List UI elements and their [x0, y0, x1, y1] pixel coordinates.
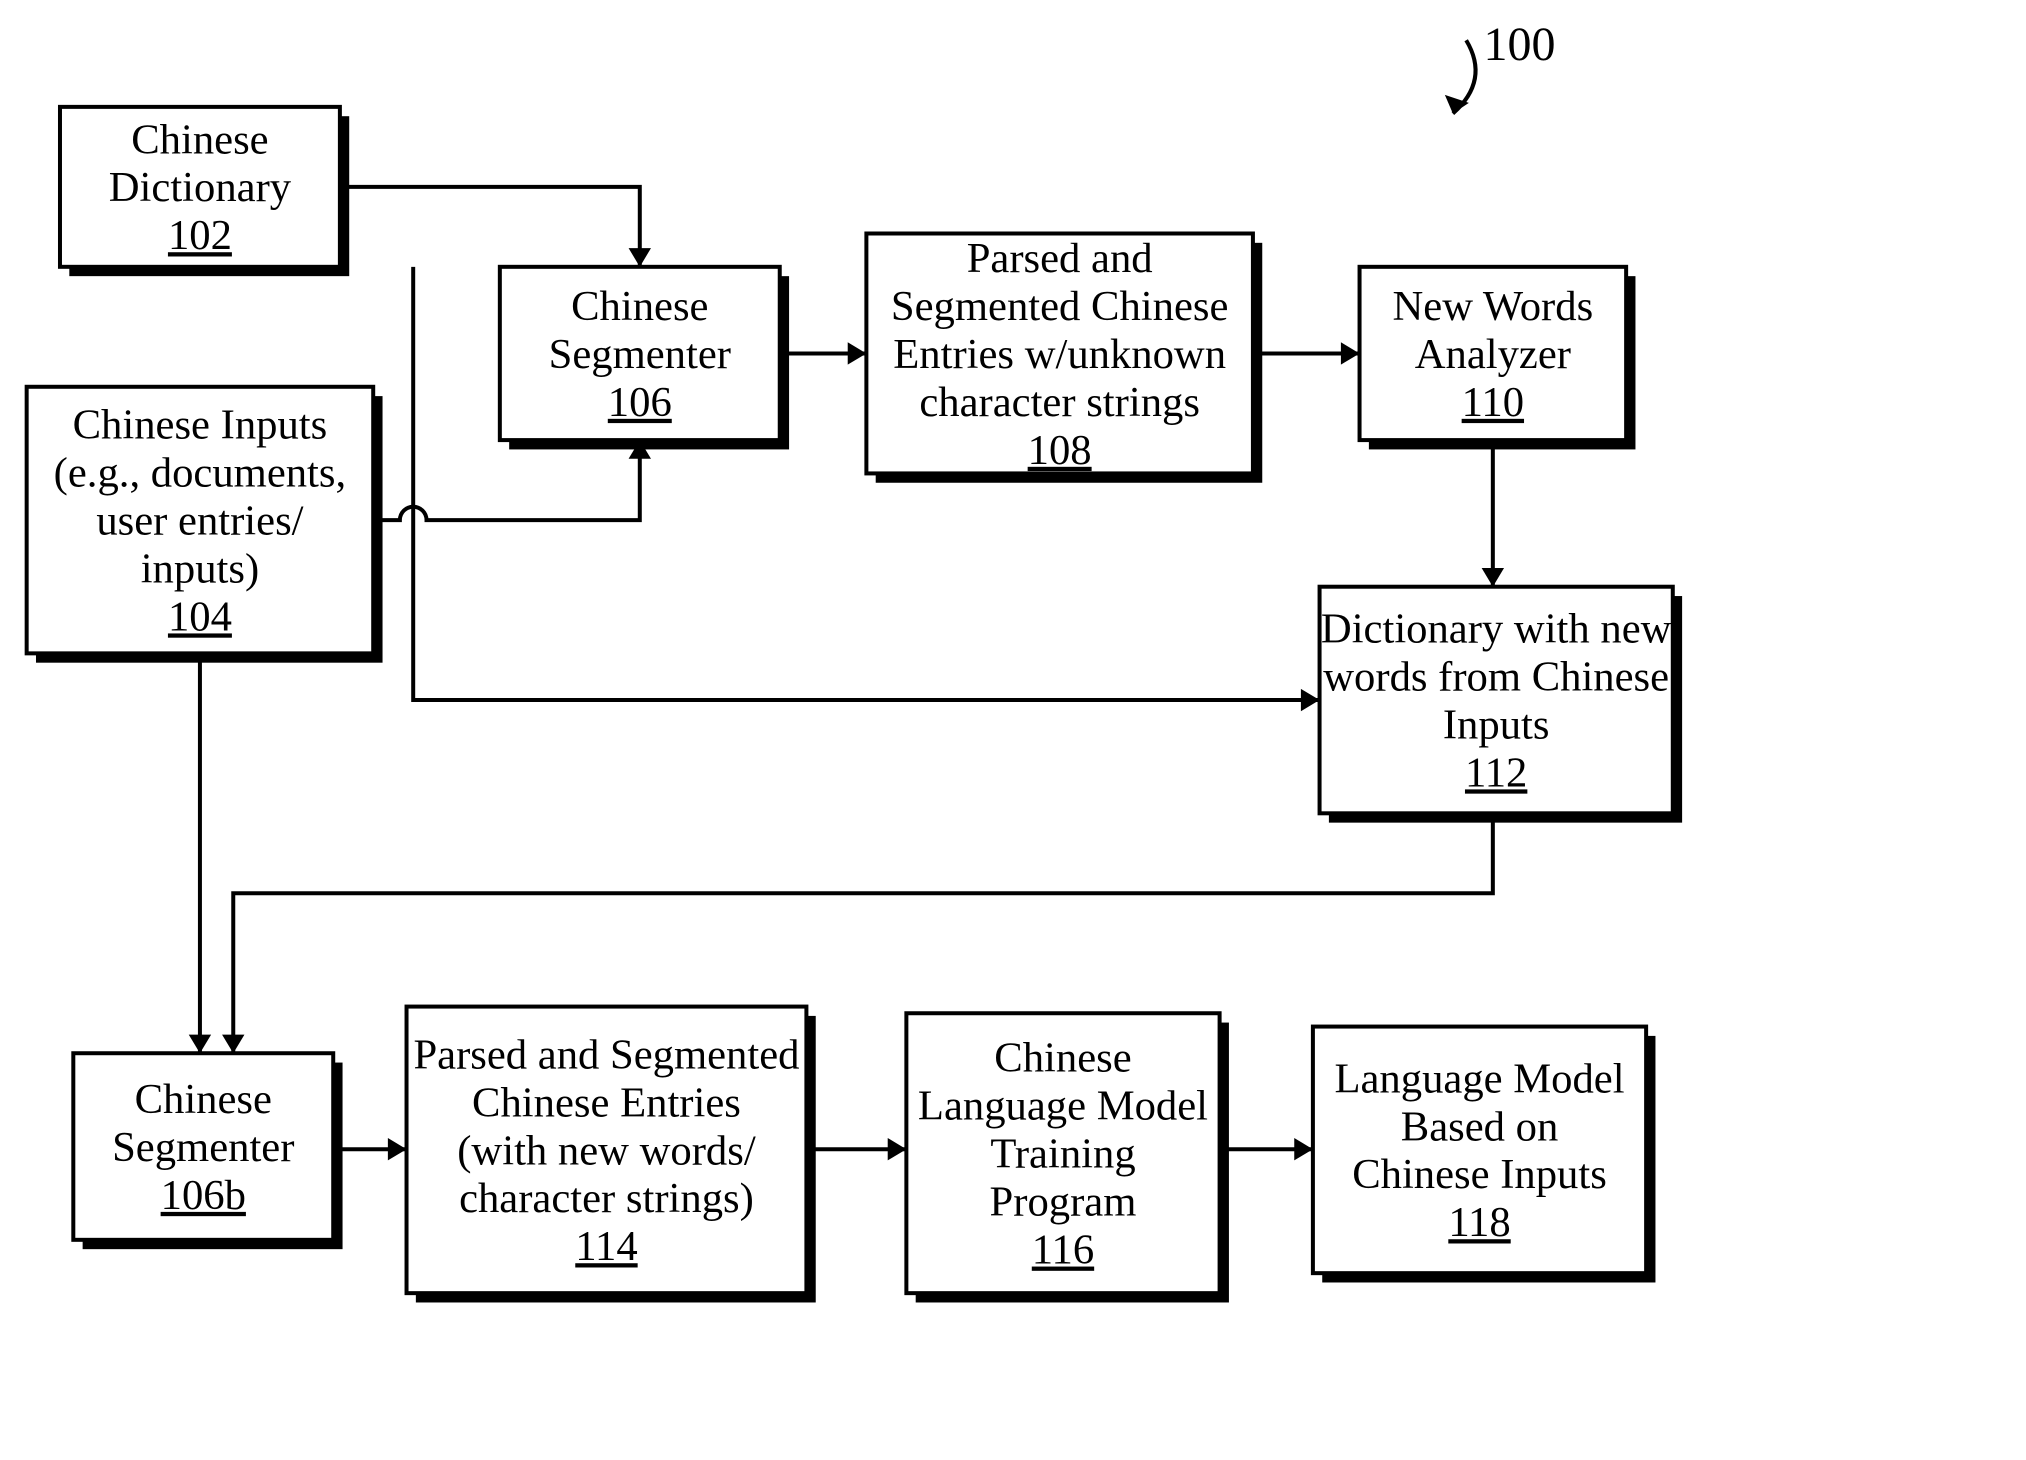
node-label-line: Language Model [1334, 1055, 1624, 1102]
node-reference-number: 106b [161, 1172, 246, 1219]
node-label-line: Chinese [571, 283, 708, 330]
node-label-line: Segmenter [112, 1124, 294, 1171]
node-label-line: inputs) [141, 545, 259, 592]
node-label-line: Chinese Entries [472, 1079, 741, 1126]
node-label-line: Dictionary with new [1321, 605, 1672, 652]
node-label-line: Segmented Chinese [891, 283, 1229, 330]
node-label-line: Based on [1401, 1103, 1559, 1150]
node-label-line: Chinese Inputs [73, 401, 328, 448]
node-reference-number: 114 [575, 1223, 637, 1270]
node-label-line: character strings [919, 379, 1200, 426]
node-label-line: (with new words/ [457, 1127, 756, 1174]
node-reference-number: 118 [1448, 1199, 1510, 1246]
node-label-line: Program [990, 1179, 1137, 1226]
node-label-line: New Words [1393, 283, 1594, 330]
node-label-line: Parsed and Segmented [413, 1031, 799, 1078]
node-label-line: (e.g., documents, [54, 449, 347, 496]
node-label-line: user entries/ [96, 497, 303, 544]
node-label-line: Chinese [994, 1035, 1131, 1082]
node-label-line: Analyzer [1415, 331, 1571, 378]
node-reference-number: 106 [608, 379, 672, 426]
node-label-line: character strings) [459, 1175, 754, 1222]
node-label-line: Parsed and [967, 235, 1153, 282]
node-label-line: Segmenter [549, 331, 731, 378]
node-label-line: Entries w/unknown [893, 331, 1226, 378]
node-label-line: Inputs [1443, 701, 1550, 748]
node-label-line: Chinese [135, 1076, 272, 1123]
node-reference-number: 110 [1462, 379, 1524, 426]
node-reference-number: 108 [1028, 427, 1092, 474]
node-label-line: Training [990, 1131, 1135, 1178]
node-label-line: Chinese [131, 116, 268, 163]
node-reference-number: 104 [168, 593, 232, 640]
node-label-line: words from Chinese [1323, 653, 1669, 700]
node-reference-number: 102 [168, 212, 232, 259]
flowchart-edge [340, 187, 640, 267]
flowchart-diagram: 100ChineseDictionary102Chinese Inputs(e.… [0, 0, 2026, 1460]
node-label-line: Chinese Inputs [1352, 1151, 1607, 1198]
figure-reference-label: 100 [1484, 18, 1556, 71]
node-label-line: Language Model [918, 1083, 1208, 1130]
node-label-line: Dictionary [109, 164, 292, 211]
node-reference-number: 112 [1465, 749, 1527, 796]
node-reference-number: 116 [1032, 1227, 1094, 1274]
